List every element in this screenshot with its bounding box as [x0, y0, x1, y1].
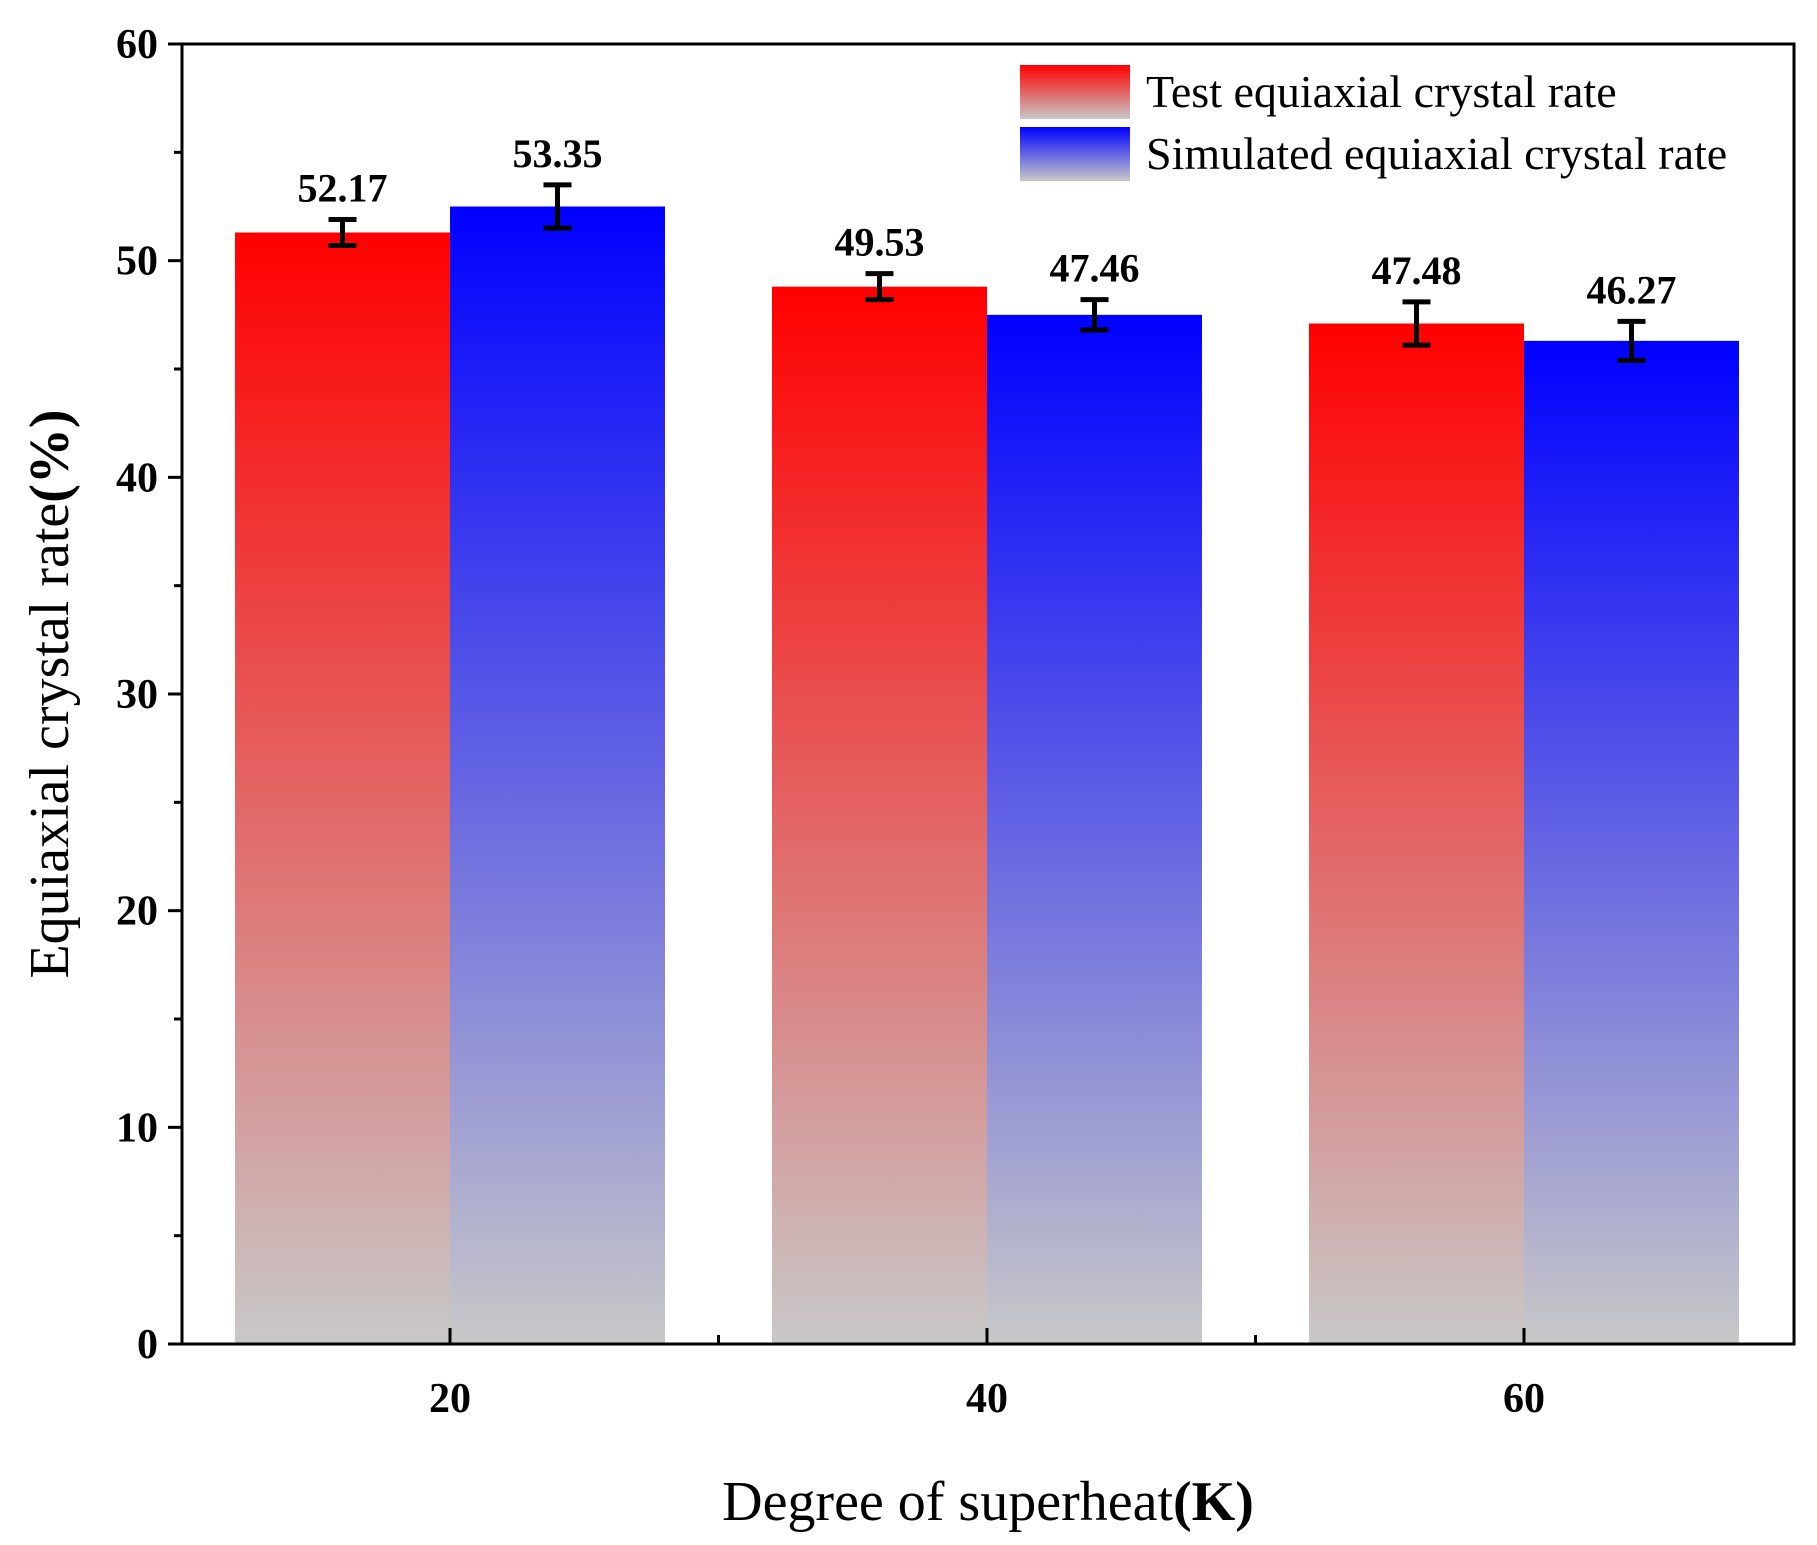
- y-axis-unit: (%): [19, 409, 81, 502]
- legend: Test equiaxial crystal rate Simulated eq…: [1020, 65, 1727, 181]
- x-axis: 20 40 60: [429, 1328, 1545, 1422]
- error-bars: [328, 182, 1646, 363]
- legend-label-test: Test equiaxial crystal rate: [1146, 66, 1617, 117]
- y-tick-label: 60: [116, 22, 158, 68]
- y-tick-label: 50: [116, 239, 158, 285]
- bar-test-60: [1309, 323, 1524, 1344]
- y-axis-title-text: Equiaxial crystal rate: [19, 503, 81, 979]
- y-tick-label: 10: [116, 1105, 158, 1151]
- y-tick-label: 30: [116, 672, 158, 718]
- data-label-test-20: 52.17: [298, 166, 388, 211]
- data-label-simulated-60: 46.27: [1587, 267, 1677, 312]
- bar-simulated-20: [450, 206, 665, 1344]
- bar-test-40: [772, 286, 987, 1345]
- legend-swatch-simulated: [1020, 127, 1130, 181]
- x-axis-unit: (K): [1173, 1471, 1254, 1533]
- y-axis-title: Equiaxial crystal rate(%): [19, 409, 81, 978]
- y-tick-label: 40: [116, 455, 158, 501]
- bar-test-20: [235, 232, 450, 1344]
- x-tick-label: 60: [1503, 1376, 1545, 1422]
- legend-label-simulated: Simulated equiaxial crystal rate: [1146, 128, 1727, 179]
- bar-simulated-60: [1524, 340, 1739, 1344]
- data-labels: 52.17 53.35 49.53 47.46 47.48 46.27: [298, 131, 1677, 313]
- y-tick-label: 20: [116, 889, 158, 935]
- data-label-test-60: 47.48: [1372, 248, 1462, 293]
- y-axis: 0 10 20 30 40 50 60: [116, 22, 182, 1368]
- legend-swatch-test: [1020, 65, 1130, 119]
- bars: [235, 206, 1739, 1345]
- data-label-simulated-20: 53.35: [513, 131, 603, 176]
- x-tick-label: 20: [429, 1376, 471, 1422]
- y-tick-label: 0: [137, 1322, 158, 1368]
- bar-simulated-40: [987, 314, 1202, 1344]
- data-label-simulated-40: 47.46: [1050, 246, 1140, 291]
- x-axis-title: Degree of superheat(K): [722, 1471, 1254, 1533]
- data-label-test-40: 49.53: [835, 220, 925, 265]
- x-axis-title-text: Degree of superheat: [722, 1471, 1173, 1533]
- x-tick-label: 40: [966, 1376, 1008, 1422]
